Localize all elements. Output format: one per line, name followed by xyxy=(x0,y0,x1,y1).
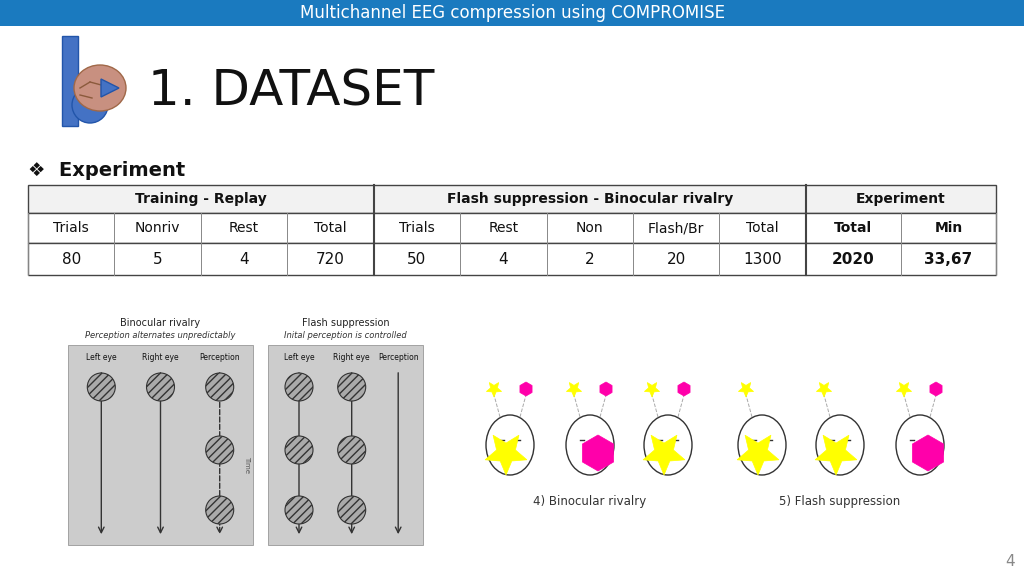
Text: Perception: Perception xyxy=(200,353,240,362)
Text: 1300: 1300 xyxy=(743,252,782,267)
Text: 33,67: 33,67 xyxy=(925,252,973,267)
Circle shape xyxy=(338,496,366,524)
Polygon shape xyxy=(644,382,659,397)
Text: 2: 2 xyxy=(585,252,595,267)
Text: 5) Flash suppression: 5) Flash suppression xyxy=(779,495,901,509)
Text: ❖  Experiment: ❖ Experiment xyxy=(28,161,185,180)
Text: Total: Total xyxy=(746,221,779,235)
Text: Trials: Trials xyxy=(53,221,89,235)
Text: 4: 4 xyxy=(1006,555,1015,570)
Text: 2020: 2020 xyxy=(833,252,874,267)
Text: 80: 80 xyxy=(61,252,81,267)
Circle shape xyxy=(285,436,313,464)
Polygon shape xyxy=(566,382,582,397)
Polygon shape xyxy=(600,382,612,396)
Bar xyxy=(28,243,996,275)
Circle shape xyxy=(206,496,233,524)
Polygon shape xyxy=(520,382,532,396)
Text: Total: Total xyxy=(835,221,872,235)
Text: Min: Min xyxy=(934,221,963,235)
Bar xyxy=(62,36,78,126)
Polygon shape xyxy=(930,382,942,396)
Circle shape xyxy=(285,496,313,524)
Polygon shape xyxy=(896,382,911,397)
Circle shape xyxy=(338,373,366,401)
Circle shape xyxy=(87,373,116,401)
Text: Experiment: Experiment xyxy=(856,192,946,206)
Text: Right eye: Right eye xyxy=(142,353,179,362)
Text: Inital perception is controlled: Inital perception is controlled xyxy=(284,331,407,339)
Bar xyxy=(0,0,1024,26)
Polygon shape xyxy=(678,382,690,396)
Ellipse shape xyxy=(896,415,944,475)
Polygon shape xyxy=(816,382,831,397)
Text: Multichannel EEG compression using COMPROMISE: Multichannel EEG compression using COMPR… xyxy=(299,4,725,22)
Bar xyxy=(28,185,996,213)
Polygon shape xyxy=(583,435,613,471)
Text: Perception alternates unpredictably: Perception alternates unpredictably xyxy=(85,331,236,339)
Polygon shape xyxy=(101,79,119,97)
Ellipse shape xyxy=(738,415,786,475)
Polygon shape xyxy=(737,435,779,475)
Ellipse shape xyxy=(486,415,534,475)
Text: Perception: Perception xyxy=(378,353,419,362)
Bar xyxy=(28,213,996,243)
Polygon shape xyxy=(643,435,685,475)
Text: Training - Replay: Training - Replay xyxy=(135,192,266,206)
Text: Left eye: Left eye xyxy=(284,353,314,362)
Text: Nonriv: Nonriv xyxy=(135,221,180,235)
Polygon shape xyxy=(485,435,527,475)
Text: 4: 4 xyxy=(240,252,249,267)
Circle shape xyxy=(146,373,174,401)
Text: Rest: Rest xyxy=(488,221,518,235)
Text: Left eye: Left eye xyxy=(86,353,117,362)
Text: Rest: Rest xyxy=(229,221,259,235)
Text: Time: Time xyxy=(245,457,251,473)
Ellipse shape xyxy=(566,415,614,475)
Polygon shape xyxy=(815,435,857,475)
Text: Flash suppression: Flash suppression xyxy=(302,318,389,328)
Text: 4: 4 xyxy=(499,252,508,267)
Text: Trials: Trials xyxy=(399,221,435,235)
Text: Flash suppression - Binocular rivalry: Flash suppression - Binocular rivalry xyxy=(446,192,733,206)
Text: 720: 720 xyxy=(316,252,345,267)
Polygon shape xyxy=(912,435,943,471)
Text: Binocular rivalry: Binocular rivalry xyxy=(121,318,201,328)
Text: Flash/Br: Flash/Br xyxy=(648,221,705,235)
Text: Right eye: Right eye xyxy=(334,353,370,362)
Text: 1. DATASET: 1. DATASET xyxy=(148,68,434,116)
Text: 50: 50 xyxy=(408,252,427,267)
Polygon shape xyxy=(486,382,502,397)
Bar xyxy=(268,345,423,545)
Text: 4) Binocular rivalry: 4) Binocular rivalry xyxy=(534,495,646,509)
Circle shape xyxy=(206,436,233,464)
Circle shape xyxy=(72,87,108,123)
Circle shape xyxy=(338,436,366,464)
Text: Total: Total xyxy=(314,221,347,235)
Ellipse shape xyxy=(816,415,864,475)
Polygon shape xyxy=(738,382,754,397)
Text: 20: 20 xyxy=(667,252,686,267)
Text: Non: Non xyxy=(575,221,603,235)
Circle shape xyxy=(285,373,313,401)
Ellipse shape xyxy=(644,415,692,475)
Bar xyxy=(68,345,253,545)
Ellipse shape xyxy=(74,65,126,111)
Circle shape xyxy=(206,373,233,401)
Text: 5: 5 xyxy=(153,252,163,267)
